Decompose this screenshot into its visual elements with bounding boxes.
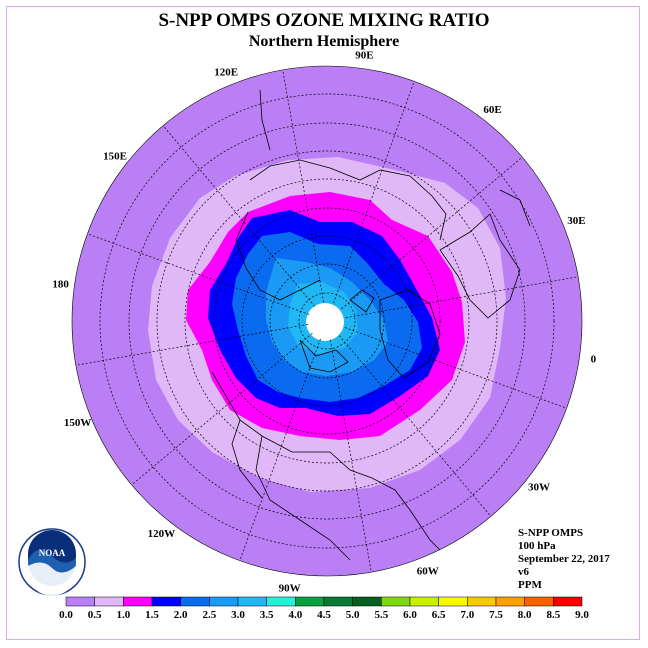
latitude-circle-10: [99, 93, 555, 549]
colorbar-swatch: [323, 596, 353, 607]
longitude-label: 60E: [483, 104, 501, 116]
colorbar-tick-label: 1.5: [145, 609, 159, 621]
longitude-label: 30E: [567, 215, 585, 227]
colorbar-swatch: [467, 596, 497, 607]
info-date: September 22, 2017: [518, 553, 610, 565]
coastline-greenland: [379, 289, 441, 379]
info-version: v6: [518, 566, 530, 578]
colorbar-swatch: [94, 596, 124, 607]
longitude-label: 150W: [64, 417, 92, 429]
meridian-line: [329, 339, 372, 573]
colorbar-tick-label: 7.0: [460, 609, 474, 621]
meridian-line: [131, 332, 313, 486]
latitude-circle-50: [213, 207, 441, 435]
colorbar-tick-label: 5.0: [346, 609, 360, 621]
polar-map: [71, 65, 583, 577]
meridian-line: [87, 233, 310, 315]
longitude-label: 120E: [214, 67, 238, 79]
colorbar-swatch: [352, 596, 382, 607]
longitude-label: 60W: [417, 565, 439, 577]
colorbar-tick-label: 3.0: [231, 609, 245, 621]
meridian-line: [333, 81, 415, 304]
colorbar-swatch: [495, 596, 525, 607]
colorbar-tick-label: 8.5: [546, 609, 560, 621]
longitude-label: 0: [591, 353, 597, 365]
info-units: PPM: [518, 579, 542, 591]
colorbar-tick-label: 4.5: [317, 609, 331, 621]
longitude-label: 30W: [528, 482, 550, 494]
colorbar-tick-label: 0.0: [59, 609, 73, 621]
latitude-circle-70: [269, 263, 385, 379]
latitude-circle-40: [184, 178, 470, 464]
colorbar: 0.0 0.5 1.0 1.5 2.0 2.5 3.0 3.5 4.0 4.5 5.0 5.5 6.0 6…: [59, 596, 589, 621]
colorbar-tick-label: 1.0: [116, 609, 130, 621]
latitude-circle-20: [128, 122, 526, 520]
info-block: S-NPP OMPS 100 hPa September 22, 2017 v6…: [518, 527, 610, 591]
latitude-circle-80: [298, 292, 356, 350]
colorbar-tick-label: 7.5: [489, 609, 503, 621]
colorbar-swatch: [123, 596, 153, 607]
colorbar-swatch: [209, 596, 239, 607]
colorbar-swatch: [151, 596, 181, 607]
colorbar-swatch: [266, 596, 296, 607]
noaa-logo: NOAA: [18, 528, 86, 596]
ozone-field: [148, 157, 506, 492]
colorbar-swatch: [524, 596, 554, 607]
graticule: [75, 69, 579, 573]
latitude-circle-60: [241, 235, 413, 407]
info-instrument: S-NPP OMPS: [518, 527, 583, 539]
map-title: S-NPP OMPS OZONE MIXING RATIO: [158, 10, 489, 31]
colorbar-tick-label: 6.0: [403, 609, 417, 621]
coastline-arctic-islands: [299, 289, 375, 373]
colorbar-tick-label: 8.0: [518, 609, 532, 621]
map-subtitle: Northern Hemisphere: [249, 33, 399, 50]
noaa-logo-text: NOAA: [39, 548, 66, 558]
meridian-line: [75, 323, 309, 366]
colorbar-tick-label: 4.0: [288, 609, 302, 621]
longitude-labels: 90E 60E 30E 0 30W 60W 90W 120W 150W 180 150E 120E: [52, 50, 596, 595]
colorbar-swatch: [295, 596, 325, 607]
meridian-line: [338, 335, 492, 517]
longitude-label: 90W: [279, 582, 301, 594]
longitude-label: 150E: [103, 150, 127, 162]
meridian-line: [344, 327, 567, 409]
colorbar-tick-label: 5.5: [374, 609, 388, 621]
meridian-line: [341, 156, 523, 310]
colorbar-tick-label: 9.0: [575, 609, 589, 621]
meridian-line: [282, 69, 325, 303]
colorbar-tick-label: 2.0: [174, 609, 188, 621]
latitude-circle-30: [156, 150, 498, 492]
colorbar-swatch: [553, 596, 583, 607]
colorbar-swatch: [381, 596, 411, 607]
colorbar-swatch: [438, 596, 468, 607]
meridian-line: [345, 276, 579, 319]
coastline-asia: [235, 89, 447, 301]
colorbar-tick-label: 2.5: [202, 609, 216, 621]
colorbar-swatch: [180, 596, 210, 607]
colorbar-swatch: [237, 596, 267, 607]
colorbar-swatch: [65, 596, 95, 607]
longitude-label: 90E: [355, 50, 373, 62]
meridians: [75, 69, 579, 573]
coastlines: [211, 89, 531, 561]
colorbar-tick-label: 3.5: [260, 609, 274, 621]
colorbar-tick-label: 6.5: [432, 609, 446, 621]
longitude-label: 120W: [148, 528, 176, 540]
meridian-line: [162, 125, 316, 307]
pole-missing-data: [306, 303, 344, 341]
colorbar-tick-label: 0.5: [88, 609, 102, 621]
info-level: 100 hPa: [518, 540, 556, 552]
coastline-north-america: [211, 371, 451, 561]
coastline-europe: [439, 189, 531, 319]
colorbar-swatch: [409, 596, 439, 607]
meridian-line: [239, 338, 321, 561]
longitude-label: 180: [52, 279, 69, 291]
